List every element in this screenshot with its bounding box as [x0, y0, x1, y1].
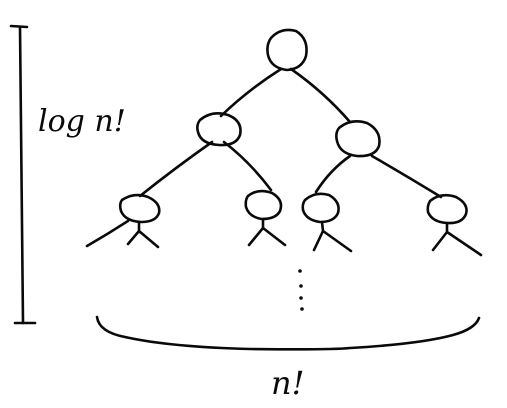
node-leaf-3 [301, 192, 340, 224]
node-leaf-2 [244, 189, 283, 221]
tree-nodes [118, 28, 468, 225]
node-level1-left [196, 112, 242, 147]
height-bracket-top-cap [9, 24, 29, 29]
leaf-3-branches [312, 220, 353, 253]
node-root [266, 28, 308, 72]
ellipsis-dot-1 [298, 269, 302, 273]
ellipsis-dot-2 [299, 284, 303, 288]
leaf-1-branches [85, 219, 160, 249]
vertical-ellipsis [298, 269, 304, 311]
leaf-4-branches [431, 221, 483, 257]
edge-l-ll [138, 140, 214, 198]
node-leaf-4 [426, 193, 468, 225]
height-label: log n! [38, 104, 126, 139]
tree-edges [138, 67, 443, 199]
height-bracket-line [18, 25, 25, 325]
edge-root-left [219, 67, 283, 118]
edge-l-lr [222, 140, 273, 192]
edge-r-rr [370, 154, 443, 199]
width-label: n! [271, 364, 304, 402]
edge-r-rl [314, 154, 352, 194]
height-bracket [9, 24, 37, 325]
ellipsis-dot-3 [299, 296, 303, 300]
edge-root-right [289, 67, 352, 124]
node-leaf-1 [118, 193, 161, 224]
ellipsis-dot-4 [300, 307, 304, 311]
leaf-2-branches [247, 217, 287, 247]
width-brace [95, 315, 481, 351]
node-level1-right [335, 120, 381, 158]
leaf-continuations [85, 217, 483, 257]
